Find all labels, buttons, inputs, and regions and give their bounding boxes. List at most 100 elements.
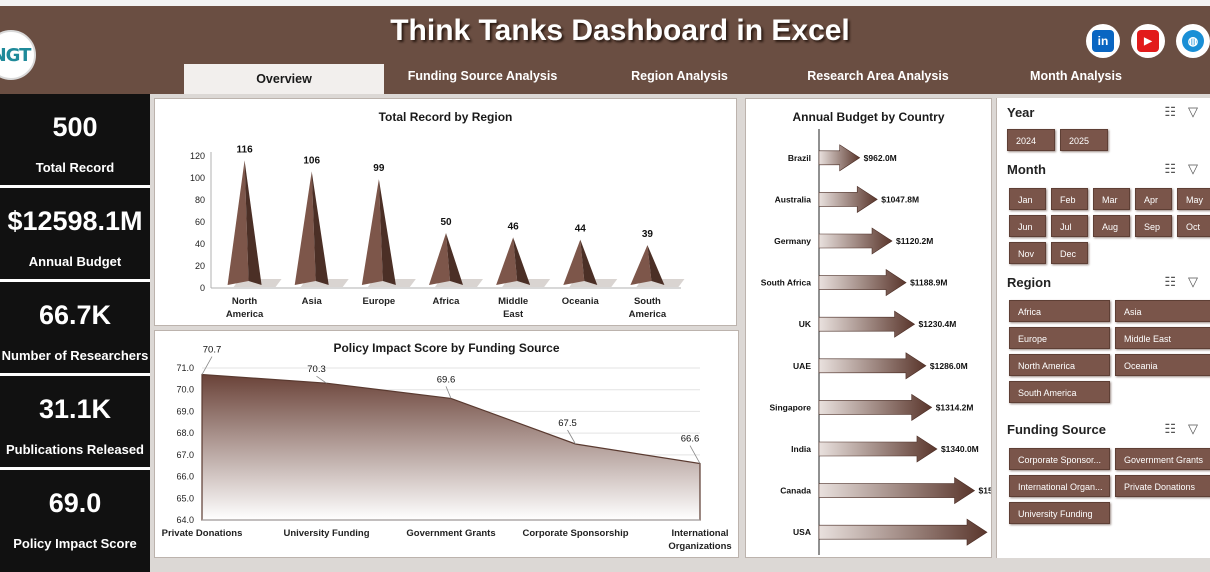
- slicer-region-option[interactable]: Middle East: [1115, 327, 1210, 349]
- slicer-month-option[interactable]: Jul: [1051, 215, 1088, 237]
- linkedin-icon[interactable]: in: [1086, 24, 1120, 58]
- slicer-funding-multiselect-icon[interactable]: ☷▽: [1164, 421, 1210, 436]
- chart-title: Policy Impact Score by Funding Source: [333, 341, 560, 355]
- tab-region-analysis[interactable]: Region Analysis: [631, 69, 728, 83]
- slicer-month-option[interactable]: May: [1177, 188, 1210, 210]
- slicer-region-option[interactable]: South America: [1009, 381, 1110, 403]
- slicer-funding-option[interactable]: International Organ...: [1009, 475, 1110, 497]
- arrow-bar: [818, 435, 938, 463]
- slicer-region-option[interactable]: Oceania: [1115, 354, 1210, 376]
- y-tick-label: 66.0: [176, 472, 194, 482]
- x-tick-label: Asia: [302, 296, 323, 307]
- slicer-month-option[interactable]: Oct: [1177, 215, 1210, 237]
- bar-face-left: [630, 245, 652, 285]
- chart-title: Total Record by Region: [378, 110, 513, 124]
- top-strip: [0, 0, 1210, 6]
- slicer-region-option[interactable]: Europe: [1009, 327, 1110, 349]
- tab-research-area-analysis[interactable]: Research Area Analysis: [807, 69, 949, 83]
- arrow-bar: [818, 269, 907, 297]
- slicer-region-option[interactable]: Africa: [1009, 300, 1110, 322]
- bar-face-left: [294, 171, 316, 285]
- leader-line: [316, 375, 327, 384]
- leader-line: [567, 429, 576, 445]
- slicer-month-option[interactable]: Mar: [1093, 188, 1130, 210]
- kpi-value: $12598.1M: [7, 206, 143, 236]
- budget-chart-svg: Brazil $962.0M Australia $1047.8M Germany $11…: [761, 129, 991, 555]
- slicer-month-option[interactable]: Dec: [1051, 242, 1088, 264]
- slicer-panel: Year ☷▽ Month ☷▽ Region ☷▽ Funding Sourc…: [996, 98, 1210, 558]
- arrow-bar: [818, 518, 988, 546]
- data-label: $1188.9M: [910, 278, 947, 288]
- bar-face-left: [563, 239, 585, 285]
- slicer-month-option[interactable]: Feb: [1051, 188, 1088, 210]
- slicer-region-option[interactable]: North America: [1009, 354, 1110, 376]
- slicer-month-option[interactable]: Jun: [1009, 215, 1046, 237]
- leader-line: [445, 386, 452, 399]
- slicer-month-option[interactable]: Nov: [1009, 242, 1046, 264]
- tab-month-analysis[interactable]: Month Analysis: [1030, 69, 1122, 83]
- arrow-bar: [818, 227, 893, 255]
- y-tick-label: 71.0: [176, 363, 194, 373]
- y-tick-label: Brazil: [788, 153, 811, 163]
- x-tick-label: Middle: [498, 296, 528, 307]
- data-label: 46: [508, 221, 520, 232]
- y-tick-label: South Africa: [761, 278, 811, 288]
- chart-total-record-by-region: Total Record by Region 0 20 40 60 80 100 120 11…: [154, 98, 737, 326]
- slicer-year-option[interactable]: 2025: [1060, 129, 1108, 151]
- slicer-month-multiselect-icon[interactable]: ☷▽: [1164, 161, 1210, 176]
- y-tick-label: 20: [195, 261, 205, 271]
- bar-face-right: [311, 171, 329, 285]
- x-tick-label: Private Donations: [162, 528, 243, 539]
- kpi-policy-impact: 69.0 Policy Impact Score: [0, 470, 150, 572]
- chart-title: Annual Budget by Country: [792, 110, 945, 124]
- kpi-label: Number of Researchers: [1, 348, 149, 363]
- slicer-region-title: Region: [1007, 275, 1052, 290]
- slicer-month-option[interactable]: Jan: [1009, 188, 1046, 210]
- arrow-bar: [818, 185, 878, 213]
- data-label: 69.6: [437, 374, 456, 385]
- x-tick-label: Corporate Sponsorship: [522, 528, 628, 539]
- y-tick-label: UAE: [793, 361, 811, 371]
- data-label: 44: [575, 224, 587, 235]
- slicer-month-option[interactable]: Sep: [1135, 215, 1172, 237]
- slicer-funding-option[interactable]: University Funding: [1009, 502, 1110, 524]
- y-tick-label: Germany: [774, 236, 811, 246]
- x-tick-label: America: [629, 309, 667, 320]
- y-tick-label: 120: [190, 151, 205, 161]
- tab-overview[interactable]: Overview: [184, 64, 384, 94]
- kpi-total-record: 500 Total Record: [0, 94, 150, 185]
- slicer-funding-option[interactable]: Government Grants: [1115, 448, 1210, 470]
- kpi-value: 31.1K: [38, 394, 112, 424]
- x-tick-label: University Funding: [283, 528, 369, 539]
- bar-face-left: [227, 160, 249, 285]
- slicer-region-multiselect-icon[interactable]: ☷▽: [1164, 274, 1210, 289]
- data-label: $962.0M: [864, 153, 897, 163]
- data-label: $1286.0M: [930, 361, 968, 371]
- data-label: $1523.8M: [979, 486, 991, 496]
- y-tick-label: 65.0: [176, 493, 194, 503]
- y-tick-label: UK: [799, 319, 812, 329]
- tab-funding-source-analysis[interactable]: Funding Source Analysis: [407, 69, 558, 83]
- bar-face-left: [496, 237, 518, 285]
- slicer-year-option[interactable]: 2024: [1007, 129, 1055, 151]
- slicer-month-option[interactable]: Apr: [1135, 188, 1172, 210]
- data-label: $1340.0M: [941, 444, 979, 454]
- website-icon[interactable]: ◍: [1176, 24, 1210, 58]
- slicer-year-multiselect-icon[interactable]: ☷▽: [1164, 104, 1210, 119]
- y-tick-label: 40: [195, 239, 205, 249]
- slicer-funding-option[interactable]: Private Donations: [1115, 475, 1210, 497]
- chart-annual-budget-by-country: Annual Budget by Country Brazil $962.0M Au…: [745, 98, 992, 558]
- slicer-year-title: Year: [1007, 105, 1035, 120]
- kpi-column: 500 Total Record $12598.1M Annual Budget…: [0, 94, 150, 572]
- bar-face-left: [429, 233, 450, 285]
- kpi-label: Policy Impact Score: [13, 536, 137, 551]
- data-label: 116: [237, 144, 254, 155]
- youtube-icon[interactable]: ▶: [1131, 24, 1165, 58]
- y-tick-label: 100: [190, 173, 205, 183]
- data-label: 67.5: [558, 418, 577, 429]
- data-label: $1120.2M: [896, 236, 933, 246]
- slicer-month-option[interactable]: Aug: [1093, 215, 1130, 237]
- slicer-region-option[interactable]: Asia: [1115, 300, 1210, 322]
- slicer-funding-option[interactable]: Corporate Sponsor...: [1009, 448, 1110, 470]
- y-tick-label: Australia: [775, 194, 812, 204]
